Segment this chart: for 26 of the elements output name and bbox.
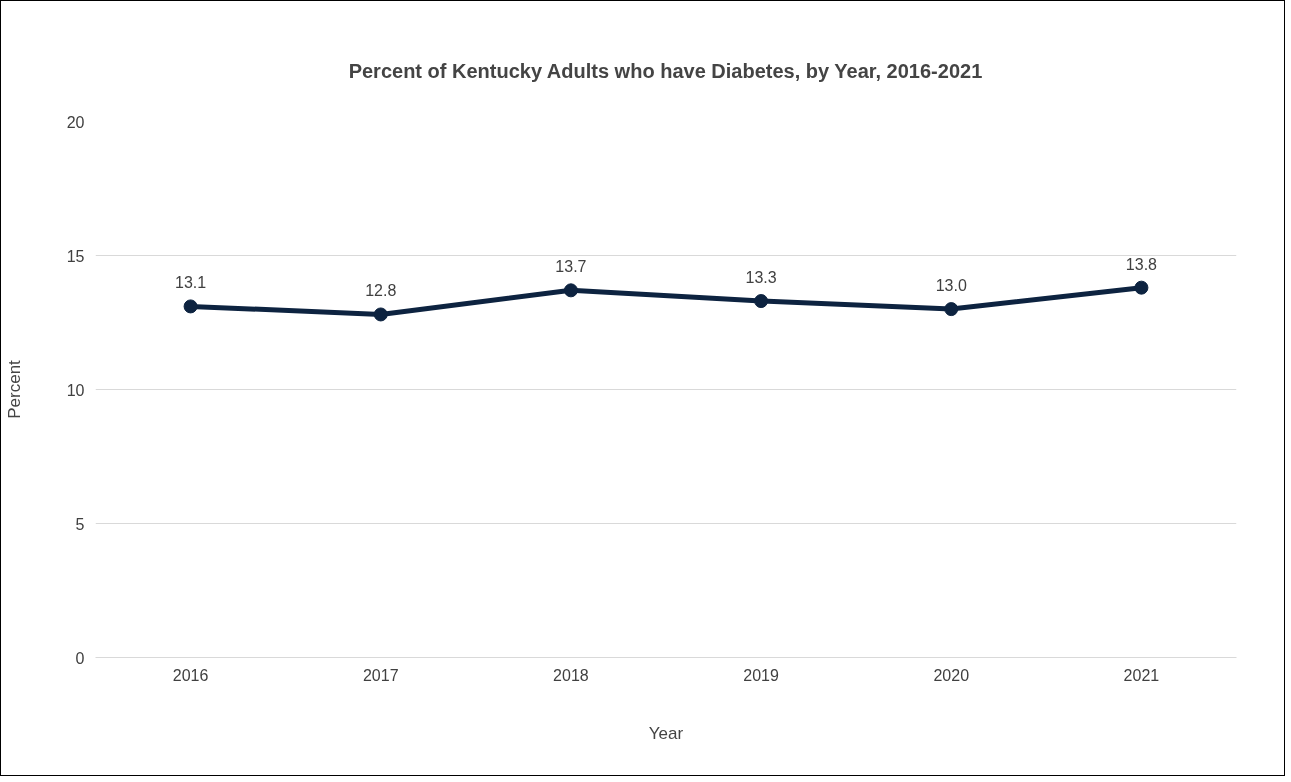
point xyxy=(944,302,959,317)
y-tick-label: 15 xyxy=(66,247,85,265)
point xyxy=(373,307,388,322)
point xyxy=(1134,280,1149,295)
y-tick-label: 10 xyxy=(66,381,85,399)
x-tick-label: 2019 xyxy=(743,666,779,684)
text: 13.3 xyxy=(745,269,777,287)
text: 13.7 xyxy=(555,258,587,276)
chart-title: Percent of Kentucky Adults who have Diabetes, by Year, 2016-2021 xyxy=(348,59,983,82)
point xyxy=(183,299,198,314)
x-axis-title: Year xyxy=(648,723,684,743)
text: 13.8 xyxy=(1125,255,1157,273)
point xyxy=(754,294,769,309)
text: 12.8 xyxy=(365,282,397,300)
point xyxy=(563,283,578,298)
text: 13.0 xyxy=(935,277,967,295)
x-tick-label: 2021 xyxy=(1123,666,1160,684)
x-tick-label: 2018 xyxy=(553,666,589,684)
y-tick-label: 20 xyxy=(66,113,85,131)
x-tick-label: 2017 xyxy=(362,666,399,684)
y-axis-title: Percent xyxy=(4,359,24,419)
x-tick-label: 2020 xyxy=(933,666,970,684)
x-tick-label: 2016 xyxy=(172,666,209,684)
y-tick-label: 5 xyxy=(75,515,85,533)
y-tick-label: 0 xyxy=(75,649,85,667)
text: 13.1 xyxy=(175,274,207,292)
